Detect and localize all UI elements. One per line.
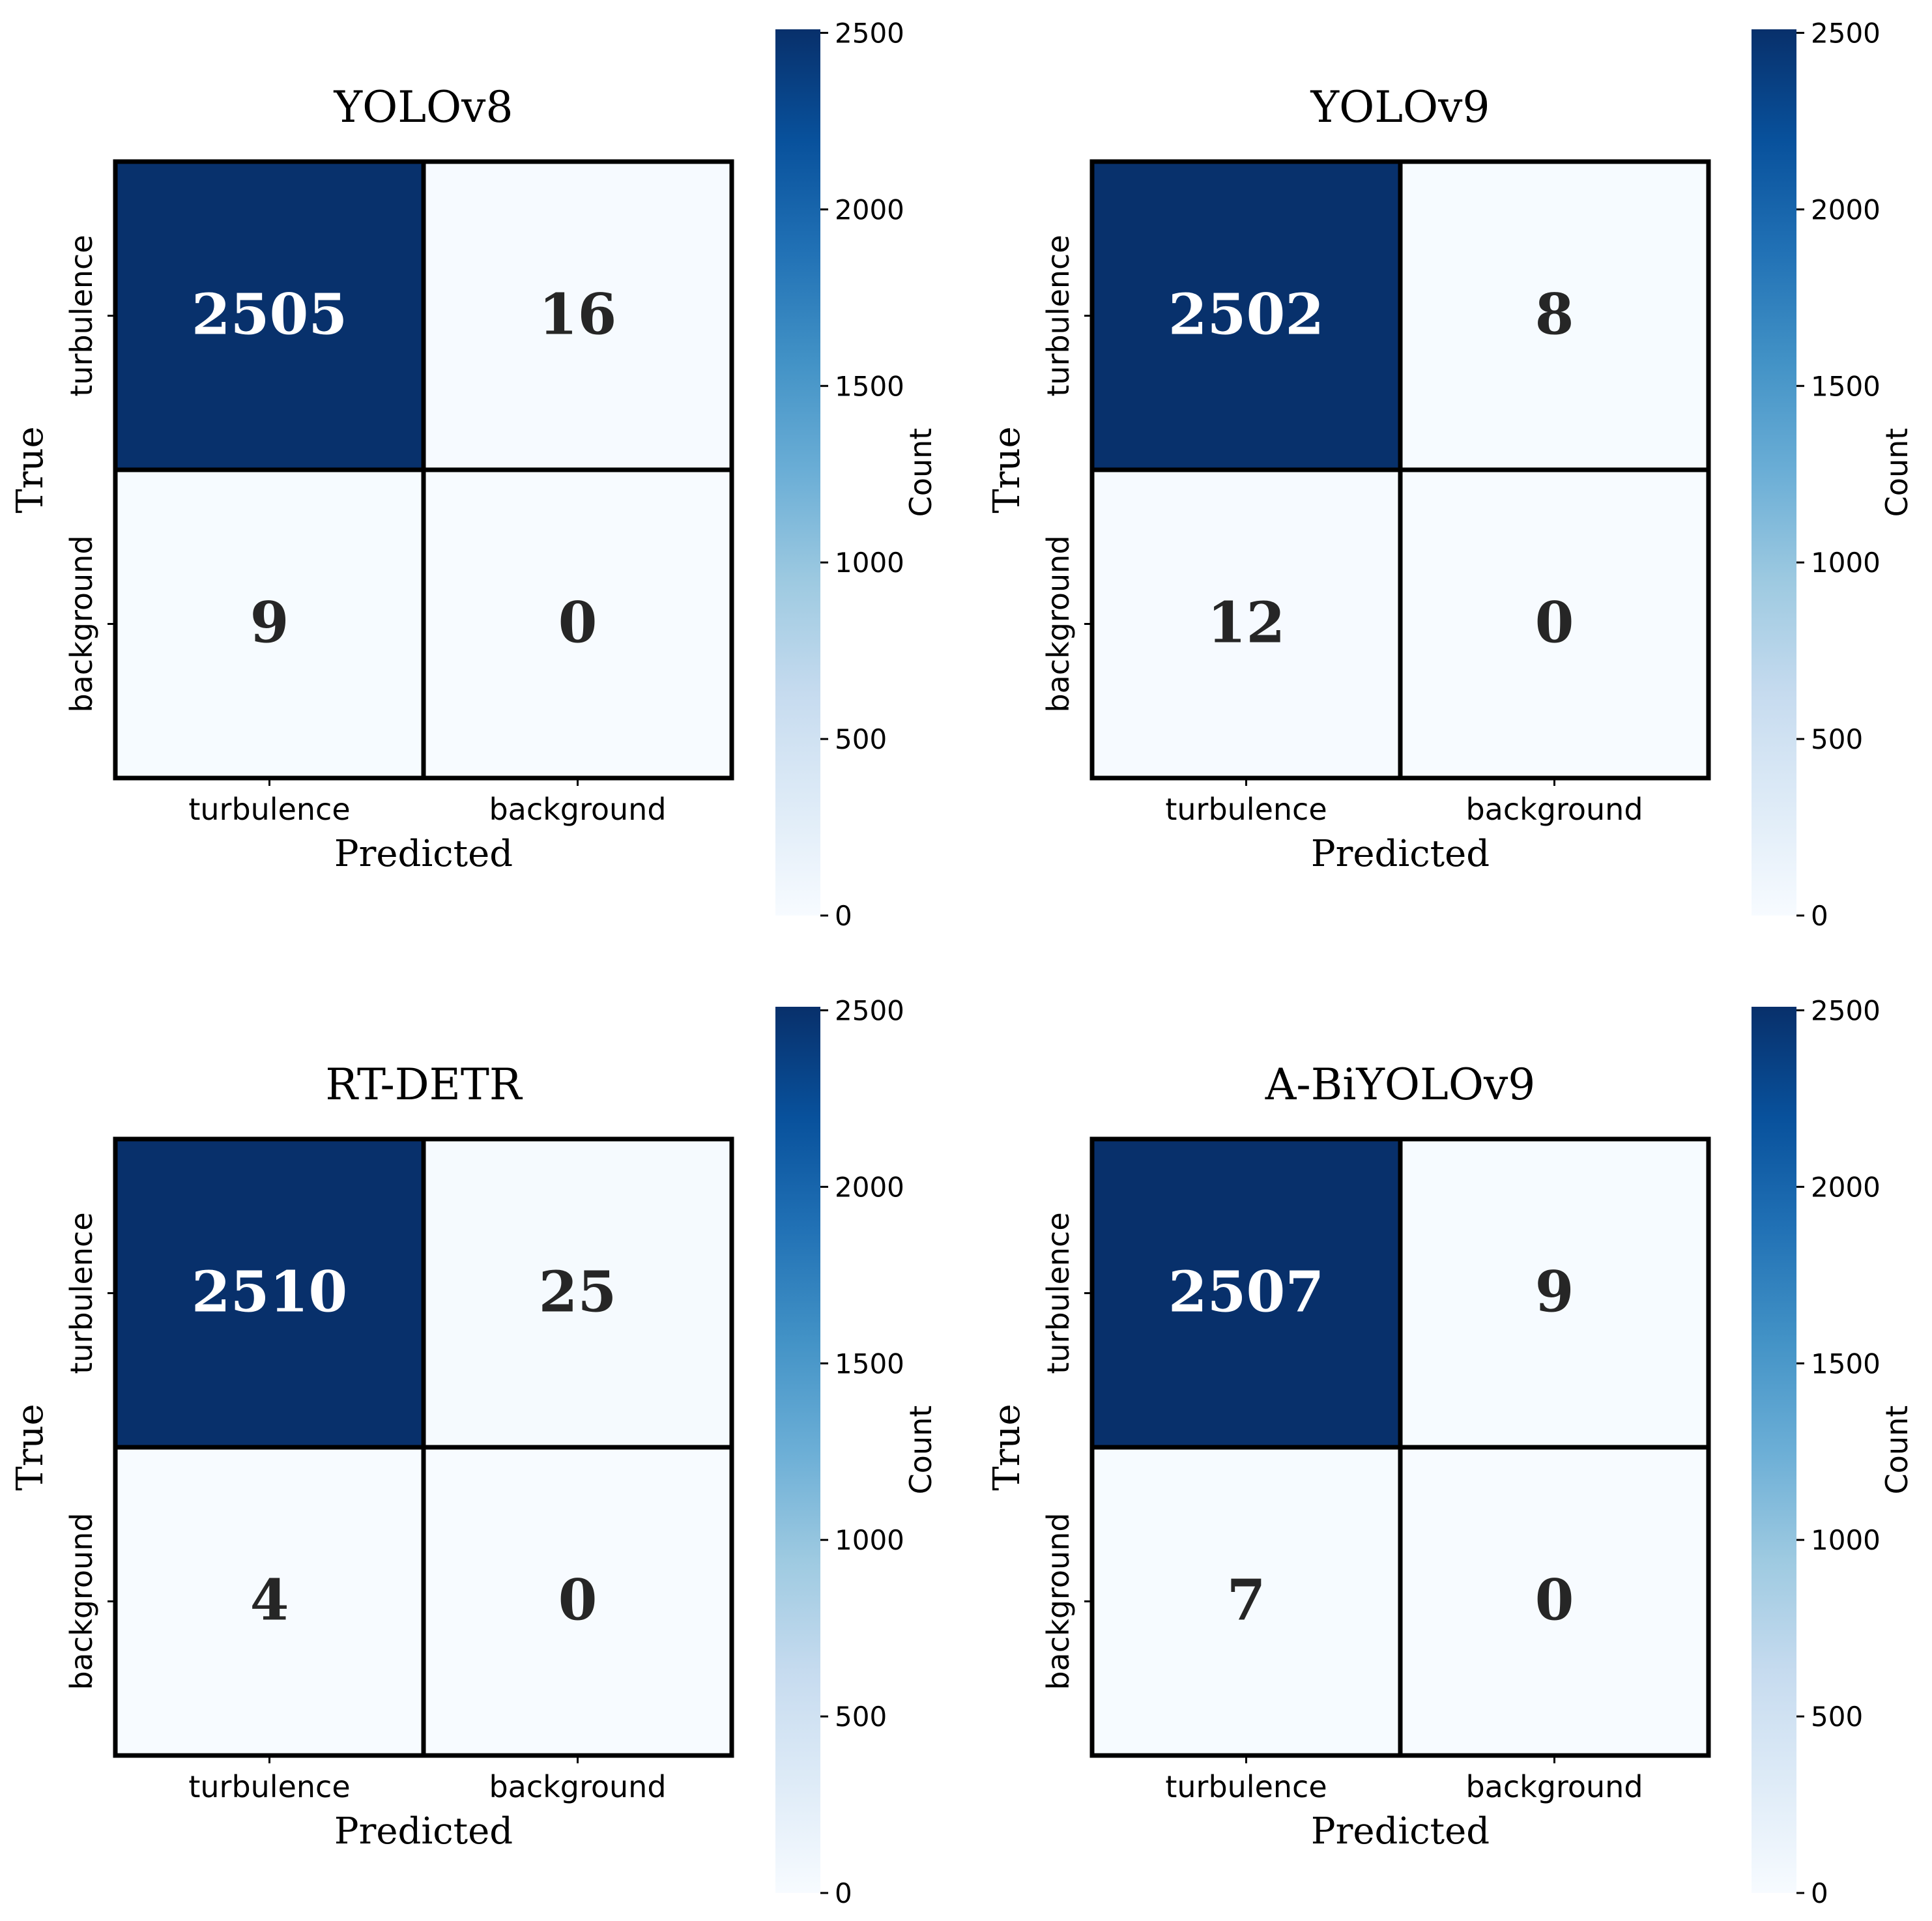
y-tick-label: background <box>1041 535 1076 712</box>
y-tick-label: background <box>1041 1512 1076 1690</box>
colorbar-tick-label: 0 <box>1811 900 1828 932</box>
y-tick-label: background <box>64 1512 99 1690</box>
colorbar-tick-label: 500 <box>1811 1701 1863 1733</box>
heatmap-cell <box>1089 1136 1403 1450</box>
heatmap-cell <box>1089 159 1403 472</box>
heatmap-cell <box>113 159 426 472</box>
colorbar-tick-label: 2500 <box>1811 17 1881 49</box>
colorbar-tick-label: 2500 <box>1811 994 1881 1026</box>
cell-value-label: 2502 <box>1168 282 1324 348</box>
y-tick-label: background <box>64 535 99 712</box>
y-tick-label: turbulence <box>64 1212 99 1374</box>
colorbar-tick-label: 2000 <box>1811 194 1881 225</box>
heatmap-frame <box>1091 1138 1710 1757</box>
colorbar-label: Count <box>903 1406 938 1495</box>
colorbar-tick-label: 1000 <box>835 1524 904 1556</box>
colorbar-tick-label: 500 <box>835 723 887 755</box>
x-axis-label: Predicted <box>1311 1810 1490 1853</box>
cell-value-label: 25 <box>539 1260 617 1325</box>
x-tick-label: turbulence <box>188 1769 350 1804</box>
heatmap-cell <box>113 467 426 781</box>
x-tick-label: background <box>489 792 666 827</box>
heatmap-cell <box>421 159 734 472</box>
y-axis-label: True <box>9 426 51 513</box>
colorbar-tick-label: 1500 <box>1811 370 1881 402</box>
colorbar-tick-label: 2000 <box>1811 1171 1881 1203</box>
colorbar-tick-label: 2500 <box>835 17 904 49</box>
x-tick-label: turbulence <box>188 792 350 827</box>
colorbar-tick-label: 1500 <box>835 1348 904 1379</box>
heatmap-cell <box>1089 1445 1403 1758</box>
colorbar <box>1752 29 1796 916</box>
colorbar <box>775 1007 820 1893</box>
cell-value-label: 9 <box>1535 1260 1574 1325</box>
x-axis-label: Predicted <box>1311 833 1490 875</box>
x-tick-label: turbulence <box>1165 792 1327 827</box>
heatmap-cell <box>1398 1136 1711 1450</box>
y-tick-label: turbulence <box>64 235 99 396</box>
heatmap-cell <box>421 467 734 781</box>
cell-value-label: 7 <box>1227 1568 1266 1634</box>
confusion-matrix-panel: A-BiYOLOv9 2507 9 7 0 turbulence background Pre… <box>986 994 1914 1909</box>
y-axis-label: True <box>9 1404 51 1490</box>
colorbar-tick-label: 1000 <box>835 547 904 579</box>
colorbar-tick-label: 500 <box>835 1701 887 1733</box>
x-tick-label: background <box>1465 1769 1643 1804</box>
x-axis-label: Predicted <box>334 1810 513 1853</box>
confusion-matrix-panel: RT-DETR 2510 25 4 0 turbulence background Predi… <box>9 994 938 1909</box>
colorbar-tick-label: 0 <box>835 900 852 932</box>
colorbar-tick-label: 500 <box>1811 723 1863 755</box>
y-axis-label: True <box>986 426 1028 513</box>
cell-value-label: 4 <box>250 1568 289 1634</box>
y-tick-label: turbulence <box>1041 235 1076 396</box>
cell-value-label: 0 <box>1535 590 1574 656</box>
cell-value-label: 2505 <box>192 282 347 348</box>
panel-title: RT-DETR <box>325 1060 523 1110</box>
cell-value-label: 16 <box>539 282 617 348</box>
colorbar-tick-label: 2000 <box>835 194 904 225</box>
heatmap-cell <box>421 1136 734 1450</box>
confusion-matrix-panel: YOLOv9 2502 8 12 0 turbulence background Predic… <box>986 17 1914 932</box>
colorbar-tick-label: 0 <box>1811 1877 1828 1909</box>
cell-value-label: 0 <box>1535 1568 1574 1634</box>
colorbar-tick-label: 1000 <box>1811 1524 1881 1556</box>
cell-value-label: 0 <box>558 1568 598 1634</box>
cell-value-label: 2507 <box>1168 1260 1324 1325</box>
colorbar-label: Count <box>903 428 938 517</box>
heatmap-frame <box>1091 160 1710 779</box>
colorbar-tick-label: 2000 <box>835 1171 904 1203</box>
x-tick-label: background <box>489 1769 666 1804</box>
panel-title: YOLOv8 <box>334 82 513 132</box>
colorbar <box>775 29 820 916</box>
colorbar-tick-label: 0 <box>835 1877 852 1909</box>
cell-value-label: 8 <box>1535 282 1574 348</box>
heatmap-cell <box>113 1136 426 1450</box>
colorbar-tick-label: 1500 <box>835 370 904 402</box>
colorbar <box>1752 1007 1796 1893</box>
colorbar-label: Count <box>1879 1406 1914 1495</box>
confusion-matrix-panel: YOLOv8 2505 16 9 0 turbulence background Predic… <box>9 17 938 932</box>
heatmap-frame <box>114 160 733 779</box>
cell-value-label: 9 <box>250 590 289 656</box>
cell-value-label: 2510 <box>192 1260 347 1325</box>
cell-value-label: 12 <box>1207 590 1286 656</box>
y-tick-label: turbulence <box>1041 1212 1076 1374</box>
cell-value-label: 0 <box>558 590 598 656</box>
panel-title: YOLOv9 <box>1310 82 1490 132</box>
y-axis-label: True <box>986 1404 1028 1490</box>
x-axis-label: Predicted <box>334 833 513 875</box>
colorbar-tick-label: 2500 <box>835 994 904 1026</box>
colorbar-tick-label: 1500 <box>1811 1348 1881 1379</box>
colorbar-tick-label: 1000 <box>1811 547 1881 579</box>
x-tick-label: turbulence <box>1165 1769 1327 1804</box>
x-tick-label: background <box>1465 792 1643 827</box>
heatmap-frame <box>114 1138 733 1757</box>
panel-title: A-BiYOLOv9 <box>1265 1060 1535 1110</box>
colorbar-label: Count <box>1879 428 1914 517</box>
